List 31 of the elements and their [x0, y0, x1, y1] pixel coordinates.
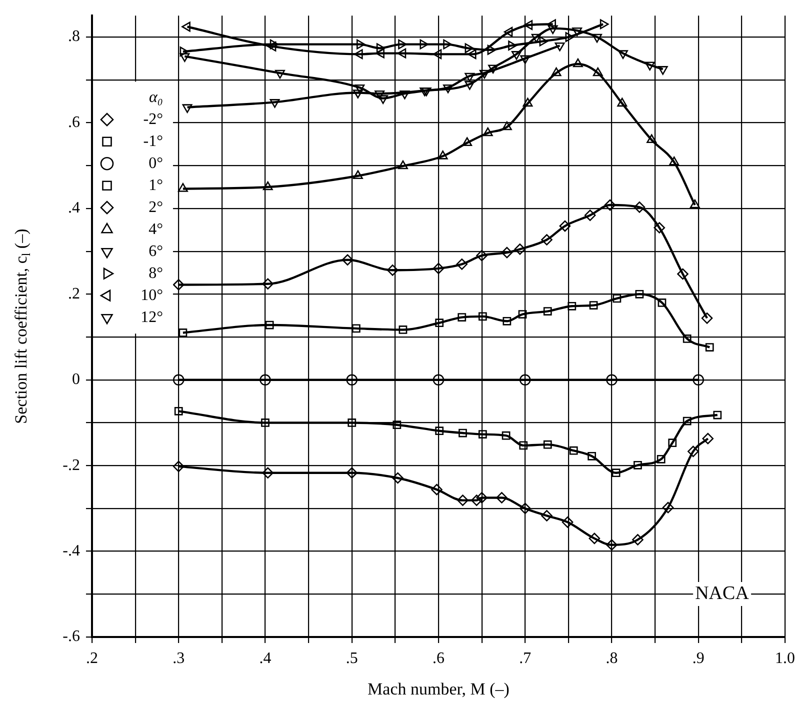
legend-label: 1°	[148, 176, 163, 194]
y-tick-label: -.4	[62, 542, 80, 560]
legend-label: 0°	[148, 154, 163, 172]
legend-title: α₀	[149, 88, 163, 106]
legend-label: 4°	[148, 220, 163, 238]
legend-label: -1°	[143, 132, 163, 150]
x-axis-title: Mach number, M (–)	[368, 679, 510, 698]
x-tick-label: .2	[86, 650, 98, 667]
y-tick-label: .4	[68, 200, 80, 217]
y-tick-label: -.6	[62, 628, 80, 646]
legend-label: -2°	[143, 110, 163, 128]
legend-label: 12°	[140, 308, 163, 326]
y-tick-label: .2	[68, 285, 80, 302]
legend-label: 2°	[148, 198, 163, 216]
x-tick-label: .4	[259, 650, 272, 667]
x-tick-label: .7	[519, 650, 532, 667]
x-tick-label: .9	[692, 650, 704, 667]
legend-label: 6°	[148, 242, 163, 260]
y-tick-label: .6	[68, 114, 80, 131]
y-tick-label: -.2	[62, 456, 80, 474]
y-axis-title: Section lift coefficient, cl (–)	[11, 228, 34, 424]
y-tick-label: .8	[68, 28, 80, 46]
x-tick-label: 1.0	[775, 650, 795, 667]
legend-label: 8°	[148, 264, 163, 282]
annotation: NACA	[693, 582, 751, 606]
legend-label: 10°	[140, 286, 163, 304]
x-tick-label: .6	[432, 650, 444, 667]
y-tick-label: 0	[72, 371, 80, 388]
x-tick-label: .5	[346, 650, 358, 667]
x-tick-label: .3	[172, 650, 185, 667]
x-tick-label: .8	[606, 650, 618, 667]
